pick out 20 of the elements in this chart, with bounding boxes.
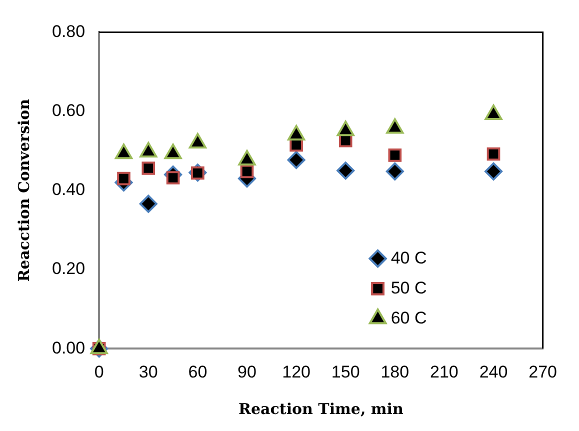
x-tick-label: 0 (94, 362, 104, 382)
x-tick-label: 60 (188, 362, 208, 382)
y-tick-label: 0.20 (52, 259, 86, 278)
y-tick-label: 0.00 (52, 338, 86, 358)
x-axis-title: Reaction Time, min (238, 400, 404, 418)
x-tick-label: 30 (138, 362, 158, 382)
x-tick-label: 270 (528, 362, 558, 382)
x-tick-label: 150 (331, 362, 360, 382)
x-tick-label: 210 (430, 362, 458, 382)
legend-label: 60 C (390, 308, 427, 328)
x-tick-label: 120 (282, 362, 310, 382)
y-tick-label: 0.60 (52, 100, 86, 120)
y-axis-title: Reacction Conversion (14, 98, 33, 282)
x-tick-label: 240 (479, 362, 508, 382)
y-tick-label: 0.80 (52, 22, 86, 41)
legend-label: 40 C (390, 248, 427, 268)
y-tick-label: 0.40 (52, 180, 86, 200)
x-tick-label: 180 (380, 362, 410, 382)
legend-label: 50 C (390, 278, 427, 298)
x-tick-label: 90 (238, 362, 256, 382)
